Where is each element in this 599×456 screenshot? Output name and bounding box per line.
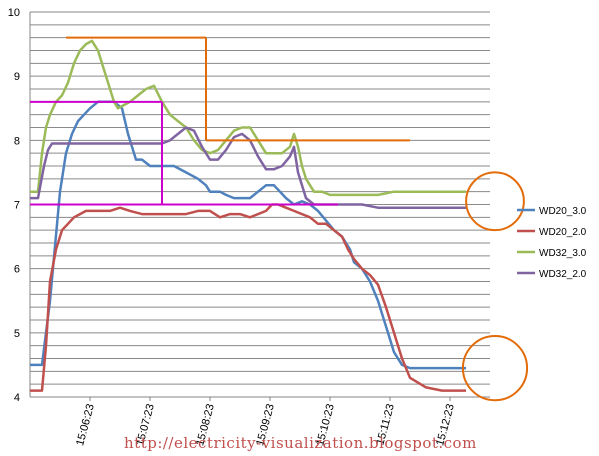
y-tick-label: 7: [14, 200, 20, 212]
series-line-WD32_2.0: [30, 126, 466, 209]
series-line-WD20_2.0: [30, 203, 466, 392]
legend-label: WD20_3.0: [539, 206, 587, 217]
y-tick-label: 6: [14, 264, 20, 276]
annotation-circle: [465, 171, 525, 232]
annotations: [30, 36, 529, 402]
y-axis-ticks: 4 5 6 7 8 9 10: [8, 7, 20, 404]
series-line-WD32_3.0: [30, 39, 466, 197]
watermark-text: http://electricity-visualization.blogspo…: [124, 434, 477, 452]
annotation-circle: [461, 335, 529, 402]
y-tick-label: 10: [8, 7, 20, 19]
y-tick-label: 4: [14, 392, 20, 404]
legend-label: WD32_2.0: [539, 269, 587, 280]
y-tick-label: 5: [14, 328, 20, 340]
gridlines: [30, 11, 490, 398]
y-tick-label: 8: [14, 135, 20, 147]
legend: WD20_3.0 WD20_2.0 WD32_3.0 WD32_2.0: [517, 206, 587, 280]
y-tick-label: 9: [14, 71, 20, 83]
legend-label: WD20_2.0: [539, 227, 587, 238]
legend-label: WD32_3.0: [539, 248, 587, 259]
